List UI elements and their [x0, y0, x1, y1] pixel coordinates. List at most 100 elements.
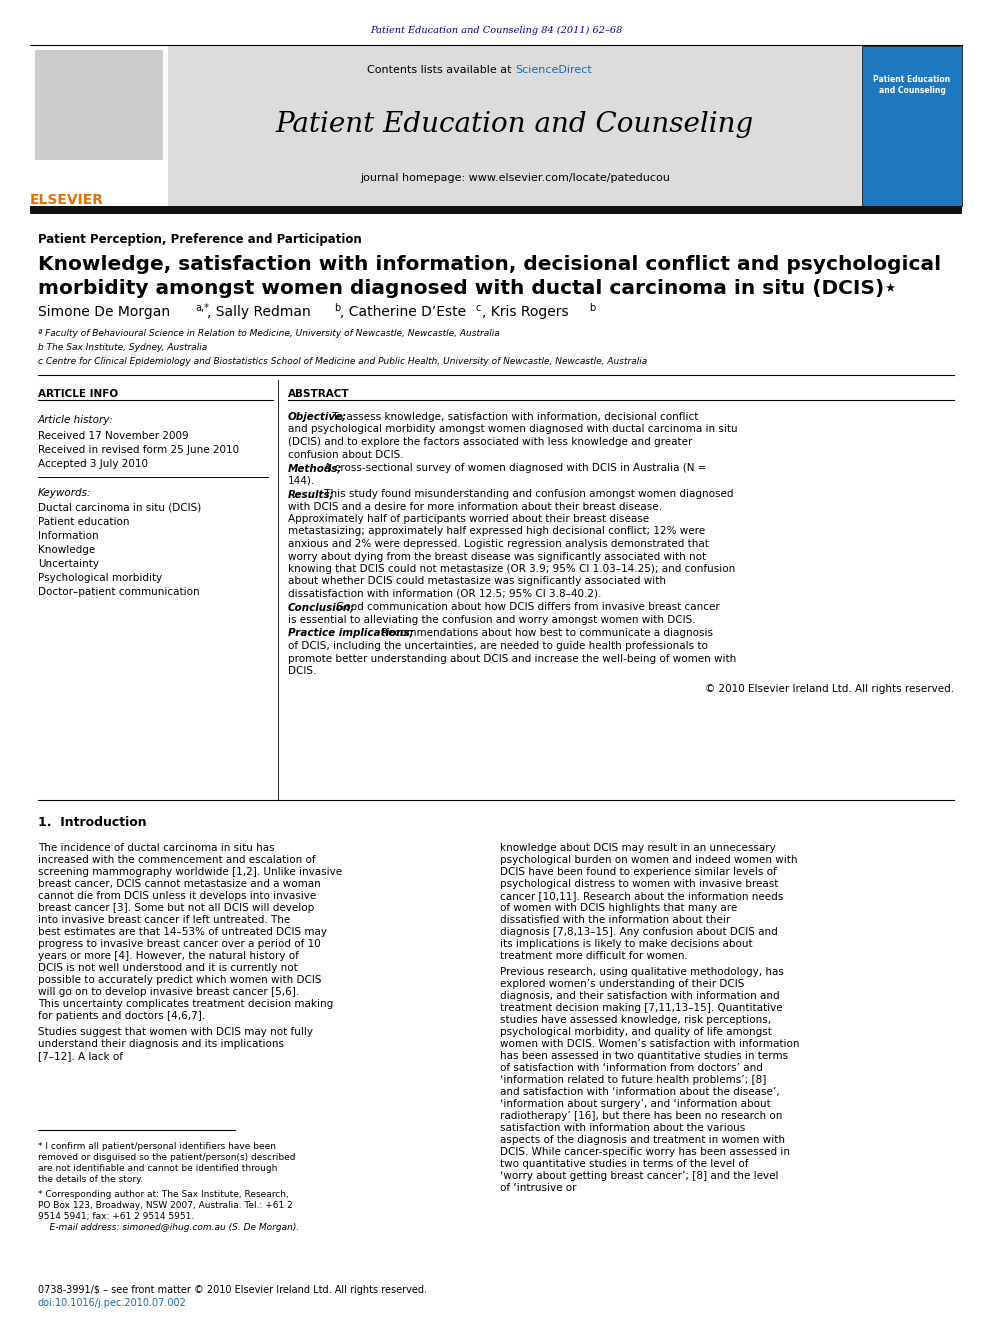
- Text: into invasive breast cancer if left untreated. The: into invasive breast cancer if left untr…: [38, 916, 291, 925]
- Text: Knowledge: Knowledge: [38, 545, 95, 556]
- Text: b The Sax Institute, Sydney, Australia: b The Sax Institute, Sydney, Australia: [38, 343, 207, 352]
- Text: Keywords:: Keywords:: [38, 488, 91, 497]
- Text: To assess knowledge, satisfaction with information, decisional conflict: To assess knowledge, satisfaction with i…: [329, 411, 698, 422]
- Text: best estimates are that 14–53% of untreated DCIS may: best estimates are that 14–53% of untrea…: [38, 927, 327, 937]
- Text: radiotherapy’ [16], but there has been no research on: radiotherapy’ [16], but there has been n…: [500, 1111, 783, 1121]
- Text: and psychological morbidity amongst women diagnosed with ductal carcinoma in sit: and psychological morbidity amongst wome…: [288, 425, 738, 434]
- Text: c: c: [476, 303, 481, 314]
- Text: of ‘intrusive or: of ‘intrusive or: [500, 1183, 576, 1193]
- Text: Patient education: Patient education: [38, 517, 130, 527]
- Text: Simone De Morgan: Simone De Morgan: [38, 306, 170, 319]
- Text: Received 17 November 2009: Received 17 November 2009: [38, 431, 188, 441]
- Text: Ductal carcinoma in situ (DCIS): Ductal carcinoma in situ (DCIS): [38, 503, 201, 513]
- Text: DCIS have been found to experience similar levels of: DCIS have been found to experience simil…: [500, 867, 777, 877]
- Text: DCIS.: DCIS.: [288, 665, 316, 676]
- Text: Studies suggest that women with DCIS may not fully: Studies suggest that women with DCIS may…: [38, 1027, 313, 1037]
- Text: Knowledge, satisfaction with information, decisional conflict and psychological: Knowledge, satisfaction with information…: [38, 255, 941, 274]
- Text: , Kris Rogers: , Kris Rogers: [482, 306, 568, 319]
- Text: its implications is likely to make decisions about: its implications is likely to make decis…: [500, 939, 753, 949]
- Text: cannot die from DCIS unless it develops into invasive: cannot die from DCIS unless it develops …: [38, 890, 316, 901]
- Text: psychological burden on women and indeed women with: psychological burden on women and indeed…: [500, 855, 798, 865]
- Text: * I confirm all patient/personal identifiers have been: * I confirm all patient/personal identif…: [38, 1142, 276, 1151]
- Text: A cross-sectional survey of women diagnosed with DCIS in Australia (N =: A cross-sectional survey of women diagno…: [320, 463, 706, 474]
- Text: © 2010 Elsevier Ireland Ltd. All rights reserved.: © 2010 Elsevier Ireland Ltd. All rights …: [705, 684, 954, 693]
- Text: years or more [4]. However, the natural history of: years or more [4]. However, the natural …: [38, 951, 299, 960]
- Text: b: b: [589, 303, 595, 314]
- Text: Approximately half of participants worried about their breast disease: Approximately half of participants worri…: [288, 515, 649, 524]
- Text: of women with DCIS highlights that many are: of women with DCIS highlights that many …: [500, 904, 737, 913]
- Text: of DCIS, including the uncertainties, are needed to guide health professionals t: of DCIS, including the uncertainties, ar…: [288, 642, 708, 651]
- Text: Objective;: Objective;: [288, 411, 347, 422]
- Text: Conclusion;: Conclusion;: [288, 602, 355, 613]
- Text: for patients and doctors [4,6,7].: for patients and doctors [4,6,7].: [38, 1011, 205, 1021]
- Text: , Sally Redman: , Sally Redman: [207, 306, 310, 319]
- Text: is essential to alleviating the confusion and worry amongst women with DCIS.: is essential to alleviating the confusio…: [288, 615, 695, 624]
- Text: anxious and 2% were depressed. Logistic regression analysis demonstrated that: anxious and 2% were depressed. Logistic …: [288, 538, 709, 549]
- Text: ELSEVIER: ELSEVIER: [30, 193, 104, 206]
- Text: Accepted 3 July 2010: Accepted 3 July 2010: [38, 459, 148, 468]
- Text: ARTICLE INFO: ARTICLE INFO: [38, 389, 118, 400]
- Text: ScienceDirect: ScienceDirect: [515, 65, 592, 75]
- Text: , Catherine D’Este: , Catherine D’Este: [340, 306, 466, 319]
- Text: Patient Education
and Counseling: Patient Education and Counseling: [873, 75, 950, 95]
- Text: [7–12]. A lack of: [7–12]. A lack of: [38, 1050, 123, 1061]
- Text: Practice implications;: Practice implications;: [288, 628, 414, 639]
- Text: 1.  Introduction: 1. Introduction: [38, 816, 147, 830]
- Text: cancer [10,11]. Research about the information needs: cancer [10,11]. Research about the infor…: [500, 890, 784, 901]
- Text: Patient Education and Counseling: Patient Education and Counseling: [276, 111, 754, 139]
- Text: diagnosis, and their satisfaction with information and: diagnosis, and their satisfaction with i…: [500, 991, 780, 1002]
- Text: ‘worry about getting breast cancer’; [8] and the level: ‘worry about getting breast cancer’; [8]…: [500, 1171, 779, 1181]
- Text: possible to accurately predict which women with DCIS: possible to accurately predict which wom…: [38, 975, 321, 986]
- Text: increased with the commencement and escalation of: increased with the commencement and esca…: [38, 855, 315, 865]
- Text: women with DCIS. Women’s satisfaction with information: women with DCIS. Women’s satisfaction wi…: [500, 1039, 800, 1049]
- Text: ABSTRACT: ABSTRACT: [288, 389, 349, 400]
- Text: Contents lists available at: Contents lists available at: [367, 65, 515, 75]
- Text: Results;: Results;: [288, 490, 334, 499]
- Text: two quantitative studies in terms of the level of: two quantitative studies in terms of the…: [500, 1159, 749, 1170]
- Text: aspects of the diagnosis and treatment in women with: aspects of the diagnosis and treatment i…: [500, 1135, 785, 1144]
- Text: dissatisfied with the information about their: dissatisfied with the information about …: [500, 916, 730, 925]
- Text: knowledge about DCIS may result in an unnecessary: knowledge about DCIS may result in an un…: [500, 843, 776, 853]
- Text: diagnosis [7,8,13–15]. Any confusion about DCIS and: diagnosis [7,8,13–15]. Any confusion abo…: [500, 927, 778, 937]
- Text: Recommendations about how best to communicate a diagnosis: Recommendations about how best to commun…: [378, 628, 713, 639]
- Text: * Corresponding author at: The Sax Institute, Research,: * Corresponding author at: The Sax Insti…: [38, 1189, 289, 1199]
- Text: Uncertainty: Uncertainty: [38, 560, 99, 569]
- Text: dissatisfaction with information (OR 12.5; 95% CI 3.8–40.2).: dissatisfaction with information (OR 12.…: [288, 589, 601, 599]
- Text: Information: Information: [38, 531, 98, 541]
- Text: are not identifiable and cannot be identified through: are not identifiable and cannot be ident…: [38, 1164, 278, 1174]
- Text: This study found misunderstanding and confusion amongst women diagnosed: This study found misunderstanding and co…: [320, 490, 733, 499]
- Text: Patient Perception, Preference and Participation: Patient Perception, Preference and Parti…: [38, 233, 362, 246]
- Text: knowing that DCIS could not metastasize (OR 3.9; 95% CI 1.03–14.25); and confusi: knowing that DCIS could not metastasize …: [288, 564, 735, 574]
- Text: Previous research, using qualitative methodology, has: Previous research, using qualitative met…: [500, 967, 784, 976]
- Text: promote better understanding about DCIS and increase the well-being of women wit: promote better understanding about DCIS …: [288, 654, 736, 664]
- Text: Patient Education and Counseling 84 (2011) 62–68: Patient Education and Counseling 84 (201…: [370, 25, 622, 34]
- Text: and satisfaction with ‘information about the disease’,: and satisfaction with ‘information about…: [500, 1088, 780, 1097]
- Text: has been assessed in two quantitative studies in terms: has been assessed in two quantitative st…: [500, 1050, 788, 1061]
- Text: explored women’s understanding of their DCIS: explored women’s understanding of their …: [500, 979, 744, 990]
- Text: worry about dying from the breast disease was significantly associated with not: worry about dying from the breast diseas…: [288, 552, 706, 561]
- Text: with DCIS and a desire for more information about their breast disease.: with DCIS and a desire for more informat…: [288, 501, 662, 512]
- Text: of satisfaction with ‘information from doctors’ and: of satisfaction with ‘information from d…: [500, 1062, 763, 1073]
- Text: journal homepage: www.elsevier.com/locate/pateducou: journal homepage: www.elsevier.com/locat…: [360, 173, 670, 183]
- Text: Doctor–patient communication: Doctor–patient communication: [38, 587, 199, 597]
- Text: b: b: [334, 303, 340, 314]
- Text: PO Box 123, Broadway, NSW 2007, Australia. Tel.: +61 2: PO Box 123, Broadway, NSW 2007, Australi…: [38, 1201, 293, 1211]
- Text: a,*: a,*: [195, 303, 209, 314]
- Text: ª Faculty of Behavioural Science in Relation to Medicine, University of Newcastl: ª Faculty of Behavioural Science in Rela…: [38, 328, 500, 337]
- Bar: [35, 50, 163, 160]
- Text: ‘information related to future health problems’; [8]: ‘information related to future health pr…: [500, 1076, 767, 1085]
- Text: (DCIS) and to explore the factors associated with less knowledge and greater: (DCIS) and to explore the factors associ…: [288, 437, 692, 447]
- Text: breast cancer, DCIS cannot metastasize and a woman: breast cancer, DCIS cannot metastasize a…: [38, 878, 320, 889]
- Text: E-mail address: simoned@ihug.com.au (S. De Morgan).: E-mail address: simoned@ihug.com.au (S. …: [38, 1222, 300, 1232]
- Bar: [30, 46, 962, 206]
- Text: Article history:: Article history:: [38, 415, 114, 425]
- Text: The incidence of ductal carcinoma in situ has: The incidence of ductal carcinoma in sit…: [38, 843, 275, 853]
- Text: morbidity amongst women diagnosed with ductal carcinoma in situ (DCIS)⋆: morbidity amongst women diagnosed with d…: [38, 279, 897, 299]
- Text: breast cancer [3]. Some but not all DCIS will develop: breast cancer [3]. Some but not all DCIS…: [38, 904, 314, 913]
- Text: doi:10.1016/j.pec.2010.07.002: doi:10.1016/j.pec.2010.07.002: [38, 1298, 186, 1308]
- Text: c Centre for Clinical Epidemiology and Biostatistics School of Medicine and Publ: c Centre for Clinical Epidemiology and B…: [38, 356, 647, 365]
- Bar: [30, 46, 168, 206]
- Text: ‘information about surgery’, and ‘information about: ‘information about surgery’, and ‘inform…: [500, 1099, 771, 1109]
- Text: DCIS. While cancer-specific worry has been assessed in: DCIS. While cancer-specific worry has be…: [500, 1147, 790, 1158]
- Text: Received in revised form 25 June 2010: Received in revised form 25 June 2010: [38, 445, 239, 455]
